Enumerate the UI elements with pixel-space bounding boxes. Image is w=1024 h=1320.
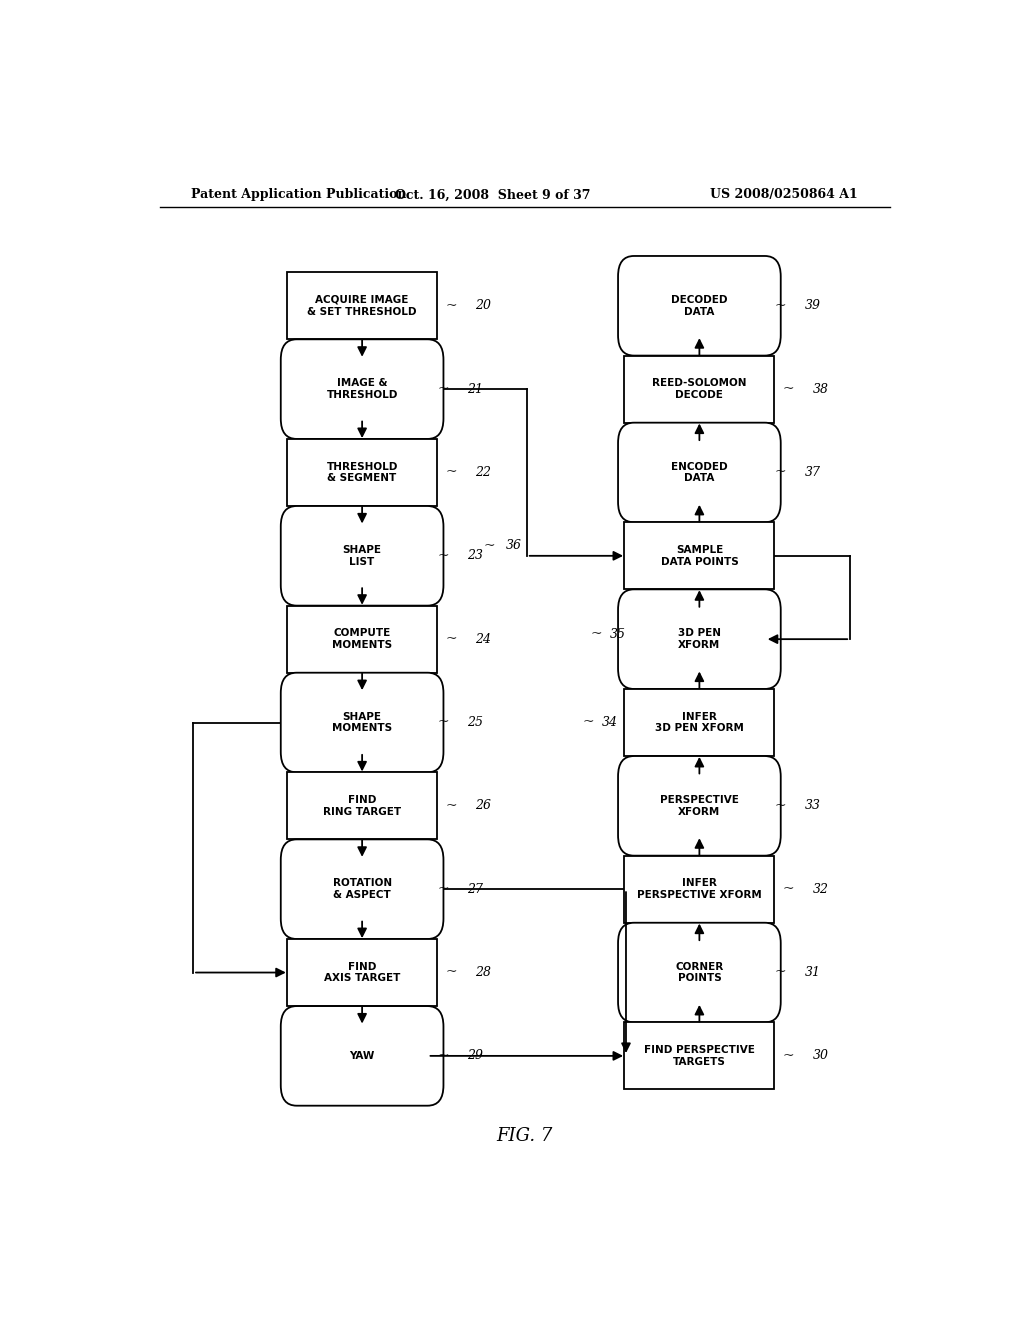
FancyBboxPatch shape — [618, 923, 780, 1022]
Text: DECODED
DATA: DECODED DATA — [671, 294, 728, 317]
Text: 36: 36 — [506, 539, 521, 552]
Text: 33: 33 — [805, 800, 820, 812]
Text: 25: 25 — [467, 715, 483, 729]
Text: ~: ~ — [445, 965, 457, 979]
Text: FIND
AXIS TARGET: FIND AXIS TARGET — [324, 962, 400, 983]
Text: ~: ~ — [774, 799, 786, 813]
Text: 27: 27 — [467, 883, 483, 896]
Text: 22: 22 — [475, 466, 492, 479]
Text: ~: ~ — [782, 1049, 794, 1063]
Text: 29: 29 — [467, 1049, 483, 1063]
Text: ~: ~ — [437, 715, 449, 730]
FancyBboxPatch shape — [625, 855, 774, 923]
Text: 38: 38 — [812, 383, 828, 396]
FancyBboxPatch shape — [281, 1006, 443, 1106]
Text: SHAPE
LIST: SHAPE LIST — [343, 545, 382, 566]
Text: 20: 20 — [475, 300, 492, 313]
Text: ACQUIRE IMAGE
& SET THRESHOLD: ACQUIRE IMAGE & SET THRESHOLD — [307, 294, 417, 317]
FancyBboxPatch shape — [281, 673, 443, 772]
Text: 31: 31 — [805, 966, 820, 979]
Text: SHAPE
MOMENTS: SHAPE MOMENTS — [332, 711, 392, 734]
Text: 34: 34 — [602, 715, 618, 729]
Text: ~: ~ — [590, 627, 602, 642]
Text: ~: ~ — [437, 1049, 449, 1063]
Text: INFER
PERSPECTIVE XFORM: INFER PERSPECTIVE XFORM — [637, 878, 762, 900]
Text: 23: 23 — [467, 549, 483, 562]
Text: ~: ~ — [445, 632, 457, 647]
Text: ENCODED
DATA: ENCODED DATA — [671, 462, 728, 483]
Text: FIG. 7: FIG. 7 — [497, 1127, 553, 1146]
Text: FIND PERSPECTIVE
TARGETS: FIND PERSPECTIVE TARGETS — [644, 1045, 755, 1067]
Text: ~: ~ — [445, 799, 457, 813]
Text: ~: ~ — [437, 549, 449, 562]
FancyBboxPatch shape — [618, 422, 780, 523]
Text: FIND
RING TARGET: FIND RING TARGET — [323, 795, 401, 817]
FancyBboxPatch shape — [287, 772, 437, 840]
Text: ~: ~ — [437, 381, 449, 396]
Text: CORNER
POINTS: CORNER POINTS — [675, 962, 724, 983]
Text: ~: ~ — [782, 882, 794, 896]
Text: YAW: YAW — [349, 1051, 375, 1061]
FancyBboxPatch shape — [625, 1022, 774, 1089]
FancyBboxPatch shape — [281, 339, 443, 440]
FancyBboxPatch shape — [625, 523, 774, 589]
Text: COMPUTE
MOMENTS: COMPUTE MOMENTS — [332, 628, 392, 649]
FancyBboxPatch shape — [287, 440, 437, 506]
Text: ~: ~ — [437, 882, 449, 896]
Text: 26: 26 — [475, 800, 492, 812]
Text: 28: 28 — [475, 966, 492, 979]
Text: IMAGE &
THRESHOLD: IMAGE & THRESHOLD — [327, 379, 397, 400]
FancyBboxPatch shape — [618, 589, 780, 689]
Text: ~: ~ — [782, 381, 794, 396]
Text: PERSPECTIVE
XFORM: PERSPECTIVE XFORM — [659, 795, 739, 817]
Text: 21: 21 — [467, 383, 483, 396]
Text: ROTATION
& ASPECT: ROTATION & ASPECT — [333, 878, 391, 900]
Text: INFER
3D PEN XFORM: INFER 3D PEN XFORM — [655, 711, 743, 734]
Text: ~: ~ — [774, 466, 786, 479]
FancyBboxPatch shape — [287, 272, 437, 339]
FancyBboxPatch shape — [287, 606, 437, 673]
Text: ~: ~ — [445, 466, 457, 479]
Text: ~: ~ — [583, 715, 594, 730]
Text: 32: 32 — [812, 883, 828, 896]
FancyBboxPatch shape — [287, 939, 437, 1006]
Text: US 2008/0250864 A1: US 2008/0250864 A1 — [711, 189, 858, 202]
Text: THRESHOLD
& SEGMENT: THRESHOLD & SEGMENT — [327, 462, 397, 483]
Text: REED-SOLOMON
DECODE: REED-SOLOMON DECODE — [652, 379, 746, 400]
Text: ~: ~ — [774, 965, 786, 979]
Text: Patent Application Publication: Patent Application Publication — [191, 189, 407, 202]
Text: SAMPLE
DATA POINTS: SAMPLE DATA POINTS — [660, 545, 738, 566]
Text: 3D PEN
XFORM: 3D PEN XFORM — [678, 628, 721, 649]
Text: 39: 39 — [805, 300, 820, 313]
FancyBboxPatch shape — [281, 840, 443, 939]
Text: 35: 35 — [610, 627, 626, 640]
FancyBboxPatch shape — [618, 256, 780, 355]
Text: 30: 30 — [812, 1049, 828, 1063]
Text: Oct. 16, 2008  Sheet 9 of 37: Oct. 16, 2008 Sheet 9 of 37 — [395, 189, 591, 202]
FancyBboxPatch shape — [281, 506, 443, 606]
Text: ~: ~ — [483, 539, 495, 553]
Text: 37: 37 — [805, 466, 820, 479]
FancyBboxPatch shape — [625, 689, 774, 756]
FancyBboxPatch shape — [625, 355, 774, 422]
FancyBboxPatch shape — [618, 756, 780, 855]
Text: ~: ~ — [445, 298, 457, 313]
Text: ~: ~ — [774, 298, 786, 313]
Text: 24: 24 — [475, 632, 492, 645]
